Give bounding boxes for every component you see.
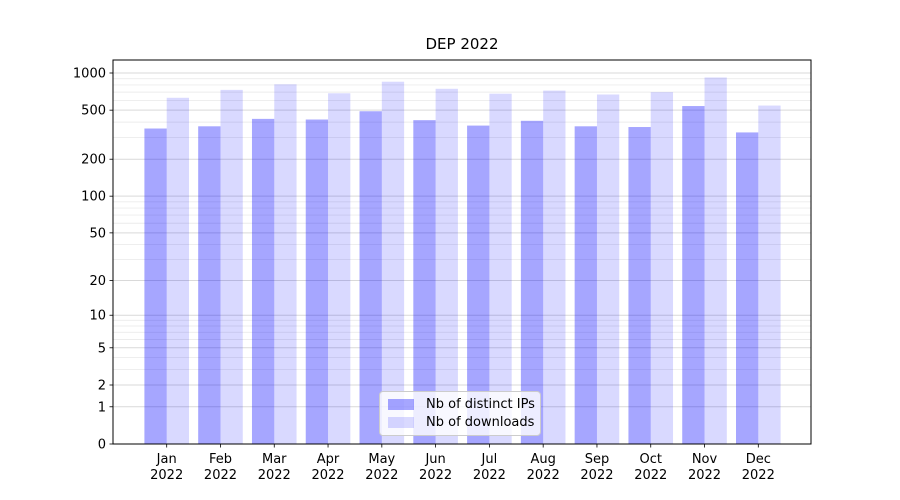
x-tick-label: Feb 2022 bbox=[204, 452, 237, 483]
y-tick-label: 5 bbox=[98, 341, 106, 356]
x-tick-label: Apr 2022 bbox=[311, 452, 344, 483]
bars bbox=[144, 77, 781, 445]
bar bbox=[220, 89, 243, 444]
bar bbox=[381, 81, 405, 444]
bar bbox=[328, 93, 351, 444]
legend-label-distinct-ips: Nb of distinct IPs bbox=[426, 397, 535, 412]
bar bbox=[628, 127, 651, 445]
legend-swatch-downloads-icon bbox=[388, 417, 414, 428]
legend-item-distinct-ips: Nb of distinct IPs bbox=[386, 397, 535, 412]
x-tick-label: Oct 2022 bbox=[634, 452, 667, 483]
bar bbox=[682, 106, 705, 444]
x-tick-label: Sep 2022 bbox=[580, 452, 613, 483]
x-tick-label: Mar 2022 bbox=[258, 452, 291, 483]
legend-swatch-distinct-ips-icon bbox=[388, 399, 414, 410]
y-tick-label: 10 bbox=[89, 309, 106, 324]
x-tick-label: Dec 2022 bbox=[742, 452, 775, 483]
legend-item-downloads: Nb of downloads bbox=[386, 415, 534, 430]
bar bbox=[596, 94, 620, 444]
bar bbox=[274, 84, 297, 444]
x-tick-label: May 2022 bbox=[365, 452, 398, 483]
legend: Nb of distinct IPs Nb of downloads bbox=[379, 391, 541, 436]
bar bbox=[489, 93, 512, 445]
bar bbox=[198, 126, 221, 445]
bar bbox=[305, 119, 329, 444]
x-tick-label: Nov 2022 bbox=[688, 452, 721, 483]
bar bbox=[467, 125, 490, 444]
y-tick-label: 2 bbox=[98, 379, 106, 394]
y-tick-label: 100 bbox=[81, 190, 106, 205]
x-tick-label: Jan 2022 bbox=[150, 452, 183, 483]
bar bbox=[758, 105, 781, 444]
x-tick-label: Jun 2022 bbox=[419, 452, 452, 483]
bar bbox=[435, 88, 458, 444]
y-tick-label: 1000 bbox=[73, 67, 106, 82]
bar bbox=[650, 92, 674, 444]
y-tick-label: 20 bbox=[89, 274, 106, 289]
bar bbox=[574, 126, 597, 445]
y-tick-label: 500 bbox=[81, 104, 106, 119]
y-minor-gridlines bbox=[113, 78, 811, 371]
x-axis: Jan 2022 Feb 2022 Mar 2022 Apr 2022 May 2022 Jun 20… bbox=[150, 444, 775, 483]
bar bbox=[144, 128, 167, 444]
y-tick-label: 200 bbox=[81, 153, 106, 168]
bar bbox=[543, 90, 566, 444]
chart-title: DEP 2022 bbox=[425, 35, 499, 53]
y-tick-label: 1 bbox=[98, 400, 106, 415]
y-tick-label: 0 bbox=[98, 438, 106, 453]
y-axis: 0 1 2 5 10 20 50 100 200 500 1000 bbox=[73, 67, 113, 453]
axes bbox=[112, 59, 812, 445]
bar bbox=[520, 120, 544, 444]
x-tick-label: Aug 2022 bbox=[527, 452, 560, 483]
bar bbox=[359, 111, 382, 444]
bar bbox=[166, 97, 189, 445]
bar bbox=[736, 132, 759, 444]
legend-label-downloads: Nb of downloads bbox=[426, 415, 535, 430]
bar bbox=[251, 118, 275, 445]
bar bbox=[413, 120, 436, 444]
x-tick-label: Jul 2022 bbox=[473, 452, 506, 483]
axes-box bbox=[112, 59, 812, 445]
y-tick-label: 50 bbox=[89, 226, 106, 241]
bar bbox=[704, 77, 727, 444]
